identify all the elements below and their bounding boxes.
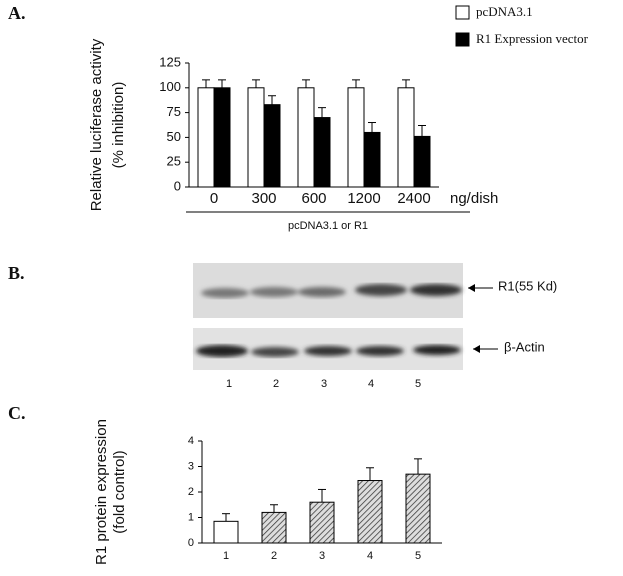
bar <box>247 87 265 188</box>
lane-label: 5 <box>415 378 421 390</box>
legend-label: R1 Expression vector <box>476 31 589 46</box>
x-axis-label: pcDNA3.1 or R1 <box>288 220 368 232</box>
y-axis-label: (% inhibition) <box>110 82 127 169</box>
y-tick-label: 25 <box>167 154 181 169</box>
y-tick-label: 75 <box>167 104 181 119</box>
y-tick-label: 3 <box>188 460 194 472</box>
x-tick-label: 3 <box>319 550 325 562</box>
y-tick-label: 1 <box>188 511 194 523</box>
band-label: β-Actin <box>504 339 545 354</box>
y-tick-label: 0 <box>188 537 194 549</box>
y-axis-label: R1 protein expression <box>93 419 110 565</box>
y-axis-label: (fold control) <box>111 450 128 533</box>
lane-label: 4 <box>368 378 374 390</box>
x-tick-label: 2 <box>271 550 277 562</box>
bar <box>397 87 415 188</box>
bar <box>261 511 287 544</box>
bar <box>313 117 331 188</box>
bar <box>213 520 239 544</box>
x-unit: ng/dish <box>450 190 498 207</box>
blot-bands <box>196 345 461 357</box>
band-label: R1(55 Kd) <box>498 278 557 293</box>
bar <box>263 104 281 188</box>
x-tick-label: 4 <box>367 550 373 562</box>
x-tick-label: 5 <box>415 550 421 562</box>
y-tick-label: 125 <box>159 54 181 69</box>
bar <box>357 480 383 544</box>
x-tick-label: 1200 <box>347 190 380 207</box>
y-tick-label: 4 <box>188 435 194 447</box>
arrow-head <box>473 345 480 353</box>
x-tick-label: 300 <box>251 190 276 207</box>
lane-label: 3 <box>321 378 327 390</box>
y-axis-label: Relative luciferase activity <box>88 38 105 211</box>
blot-bands <box>201 284 462 298</box>
bar <box>297 87 315 188</box>
panel-label: C. <box>8 403 26 423</box>
panel-label: B. <box>8 263 25 283</box>
bar <box>363 131 381 188</box>
legend-swatch <box>455 5 470 20</box>
bar <box>309 501 335 544</box>
y-tick-label: 0 <box>174 178 181 193</box>
x-tick-label: 1 <box>223 550 229 562</box>
y-tick-label: 50 <box>167 129 181 144</box>
x-tick-label: 0 <box>210 190 218 207</box>
panel-label: A. <box>8 3 26 23</box>
x-tick-label: 600 <box>301 190 326 207</box>
bar <box>197 87 215 188</box>
y-tick-label: 100 <box>159 79 181 94</box>
arrow-head <box>468 284 475 292</box>
x-tick-label: 2400 <box>397 190 430 207</box>
bar <box>405 473 431 544</box>
bar <box>213 87 231 188</box>
lane-label: 1 <box>226 378 232 390</box>
legend-label: pcDNA3.1 <box>476 4 533 19</box>
y-tick-label: 2 <box>188 486 194 498</box>
lane-label: 2 <box>273 378 279 390</box>
bar <box>413 135 431 188</box>
legend-swatch <box>455 32 470 47</box>
bar <box>347 87 365 188</box>
